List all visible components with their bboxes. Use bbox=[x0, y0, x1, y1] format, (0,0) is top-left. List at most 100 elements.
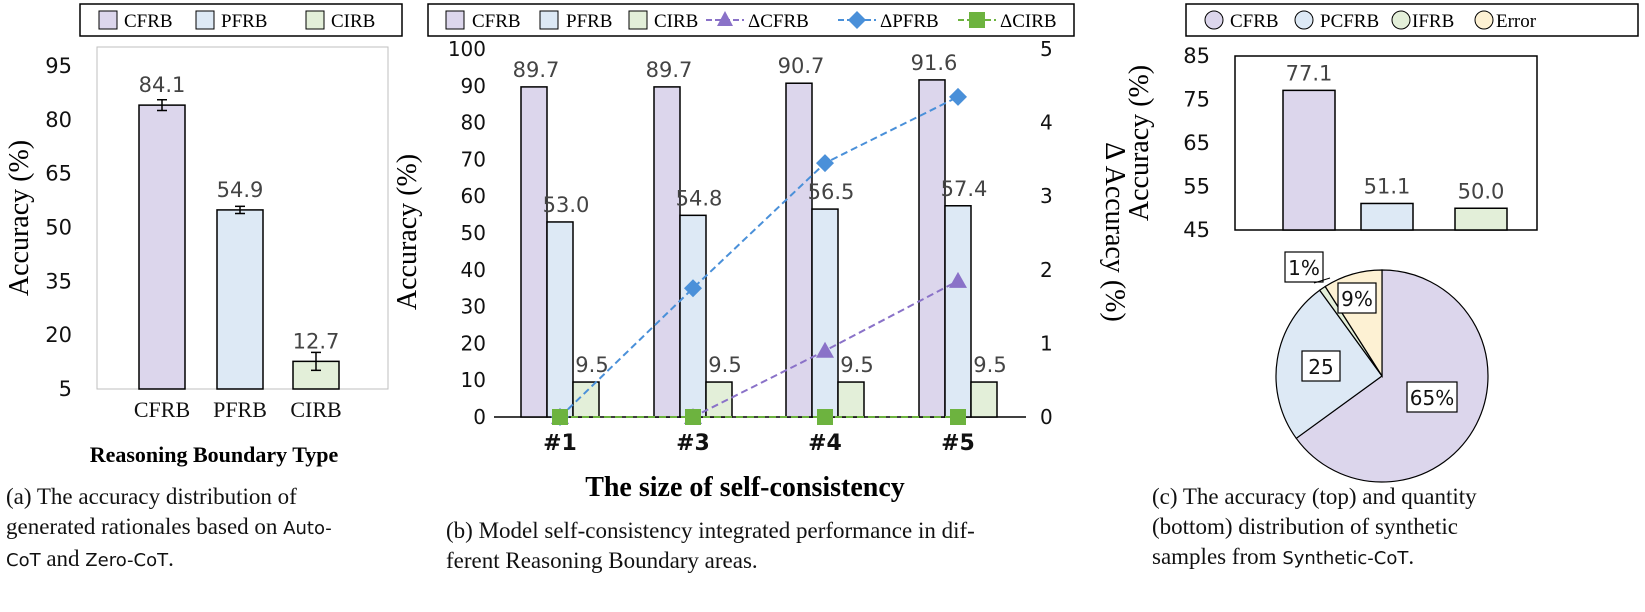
data-label-b: 9.5 bbox=[840, 353, 873, 377]
triangle-marker-icon bbox=[717, 11, 733, 26]
y-tick-label-b: 70 bbox=[461, 147, 486, 171]
y-axis-label-c: Accuracy (%) bbox=[1124, 65, 1155, 221]
pie-label: 65% bbox=[1410, 386, 1454, 410]
panel-b: CFRB PFRB CIRB ΔCFRB ΔPFRB ΔCIRB 0102030… bbox=[392, 3, 1130, 503]
data-label-c: 51.1 bbox=[1364, 174, 1411, 198]
y-axis-label-b: Accuracy (%) bbox=[392, 154, 423, 310]
bar-c bbox=[1454, 207, 1508, 231]
legend-c-label-cfrb: CFRB bbox=[1230, 11, 1279, 32]
y2-tick-label-b: 4 bbox=[1040, 111, 1053, 135]
y-tick-label-a: 65 bbox=[45, 162, 72, 186]
y-ticks-c: 45 55 65 75 85 bbox=[1183, 44, 1210, 242]
y2-ticks-b: 0 1 2 3 4 5 bbox=[1040, 37, 1053, 429]
data-label-b: 53.0 bbox=[543, 193, 590, 217]
y-tick-label-c: 45 bbox=[1183, 218, 1210, 242]
caption-a-and: and bbox=[40, 546, 86, 571]
bar-b-cfrb bbox=[520, 86, 548, 418]
y-tick-label-a: 95 bbox=[45, 54, 72, 78]
bar-c bbox=[1282, 89, 1336, 231]
caption-b-line1: (b) Model self-consistency integrated pe… bbox=[446, 518, 975, 543]
caption-a-period: . bbox=[168, 546, 174, 571]
pie-label-box bbox=[1301, 350, 1341, 382]
y-tick-label-b: 50 bbox=[461, 221, 486, 245]
legend-c-swatch-pcfrb bbox=[1294, 10, 1314, 30]
y-tick-label-a: 35 bbox=[45, 269, 72, 293]
data-label-b: 9.5 bbox=[575, 353, 608, 377]
data-label-b: 90.7 bbox=[778, 54, 825, 78]
bars-a: 84.1 CFRB 54.9 PFRB 12.7 CIRB bbox=[134, 73, 342, 422]
data-label-c: 77.1 bbox=[1286, 61, 1333, 85]
legend-a-swatch-cfrb bbox=[98, 10, 118, 30]
legend-c-label-ifrb: IFRB bbox=[1412, 11, 1454, 32]
pie-leader-line bbox=[1313, 277, 1331, 284]
y-tick-label-b: 40 bbox=[461, 258, 486, 282]
marker-diamond-b bbox=[684, 279, 702, 298]
panel-a: CFRB PFRB CIRB 5 20 35 50 65 80 95 84.1 CFRB 54.… bbox=[4, 3, 403, 467]
y-ticks-b: 0 10 20 30 40 50 60 70 80 90 100 bbox=[448, 37, 486, 429]
legend-b-label-cirb: CIRB bbox=[654, 11, 698, 32]
y-tick-label-b: 10 bbox=[461, 368, 486, 392]
y-tick-label-b: 0 bbox=[473, 405, 486, 429]
y-tick-label-a: 50 bbox=[45, 216, 72, 240]
data-label-a: 12.7 bbox=[293, 329, 340, 353]
legend-c-box bbox=[1185, 3, 1639, 37]
bar-b-cirb bbox=[837, 381, 865, 418]
x-tick-label-a: PFRB bbox=[213, 397, 267, 422]
caption-a-method-cot: CoT bbox=[6, 550, 41, 571]
legend-b-label-dcirb: ΔCIRB bbox=[1000, 11, 1057, 32]
data-label-b: 9.5 bbox=[973, 353, 1006, 377]
marker-triangle-b bbox=[816, 341, 834, 358]
marker-diamond-b bbox=[949, 87, 967, 106]
y-tick-label-c: 75 bbox=[1183, 88, 1210, 112]
pie-label: 9% bbox=[1341, 287, 1373, 311]
y-tick-label-c: 85 bbox=[1183, 44, 1210, 68]
pie-label: 25 bbox=[1308, 355, 1333, 379]
y2-axis-label-b: Δ Accuracy (%) bbox=[1099, 142, 1130, 322]
pie-label-box bbox=[1337, 282, 1377, 314]
legend-c-label-error: Error bbox=[1496, 11, 1537, 32]
legend-a-label-cfrb: CFRB bbox=[124, 11, 173, 32]
caption-c-line2: (bottom) distribution of synthetic bbox=[1152, 514, 1458, 539]
panel-c: CFRB PCFRB IFRB Error 45 55 65 75 85 77.1 51.… bbox=[1124, 3, 1639, 483]
y-ticks-a: 5 20 35 50 65 80 95 bbox=[45, 54, 72, 401]
data-label-a: 84.1 bbox=[139, 73, 186, 97]
caption-b-line2: ferent Reasoning Boundary areas. bbox=[446, 548, 758, 573]
lines-b bbox=[551, 87, 967, 426]
marker-square-b bbox=[685, 409, 701, 425]
y2-tick-label-b: 3 bbox=[1040, 184, 1053, 208]
data-label-b: 54.8 bbox=[676, 186, 723, 210]
y2-tick-label-b: 2 bbox=[1040, 258, 1053, 282]
data-label-b: 89.7 bbox=[646, 58, 693, 82]
bars-b: 89.7 89.7 90.7 91.6 53.0 54.8 56.5 57.4 9.5 9.5 9.… bbox=[513, 51, 1007, 418]
x-tick-label-a: CIRB bbox=[290, 397, 341, 422]
bar-a bbox=[138, 104, 186, 390]
legend-b-swatch-cirb bbox=[628, 10, 648, 30]
caption-a-line1: (a) The accuracy distribution of bbox=[6, 484, 297, 509]
legend-a-label-cirb: CIRB bbox=[331, 11, 375, 32]
bars-c: 77.1 51.1 50.0 bbox=[1282, 61, 1508, 231]
caption-c-period: . bbox=[1408, 544, 1415, 569]
y2-tick-label-b: 0 bbox=[1040, 405, 1053, 429]
x-axis-label-a: Reasoning Boundary Type bbox=[90, 442, 339, 467]
bar-b-pfrb bbox=[679, 214, 707, 418]
y-tick-label-a: 20 bbox=[45, 323, 72, 347]
legend-c-swatch-ifrb bbox=[1391, 10, 1411, 30]
y-tick-label-b: 100 bbox=[448, 37, 486, 61]
y-tick-label-c: 55 bbox=[1183, 175, 1210, 199]
bar-c bbox=[1360, 202, 1414, 231]
caption-b: (b) Model self-consistency integrated pe… bbox=[446, 516, 1110, 576]
pie-label: 1% bbox=[1288, 256, 1320, 280]
bar-b-cfrb bbox=[653, 86, 681, 418]
y-tick-label-b: 20 bbox=[461, 331, 486, 355]
legend-a-box bbox=[79, 3, 403, 37]
y2-tick-label-b: 5 bbox=[1040, 37, 1053, 61]
data-label-a: 54.9 bbox=[217, 178, 264, 202]
legend-b-label-dpfrb: ΔPFRB bbox=[880, 11, 939, 32]
bar-b-cirb bbox=[705, 381, 733, 418]
data-label-c: 50.0 bbox=[1458, 179, 1505, 203]
data-label-b: 89.7 bbox=[513, 58, 560, 82]
data-label-b: 91.6 bbox=[911, 51, 958, 75]
caption-a-line2-text: generated rationales based on bbox=[6, 514, 284, 539]
caption-a: (a) The accuracy distribution of generat… bbox=[6, 482, 426, 576]
